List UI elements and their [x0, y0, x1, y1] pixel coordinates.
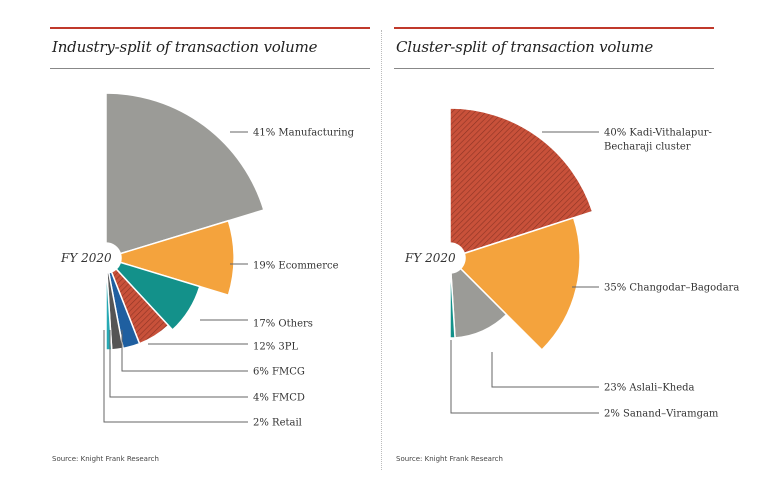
source-note: Source: Knight Frank Research — [52, 455, 159, 463]
source-note: Source: Knight Frank Research — [396, 455, 503, 463]
top-rule — [394, 27, 714, 29]
slice-label-2-sanand-viramgam: 2% Sanand–Viramgam — [604, 409, 719, 420]
leader-line — [103, 330, 248, 423]
panel-divider — [381, 30, 382, 470]
slice-label-19-ecommerce: 19% Ecommerce — [253, 261, 339, 272]
slice-label-6-fmcg: 6% FMCG — [253, 367, 305, 378]
slice-label-12-3pl: 12% 3PL — [253, 342, 298, 353]
cluster-split-panel: Cluster-split of transaction volume FY 2… — [394, 0, 739, 480]
leader-line — [450, 340, 599, 414]
center-hole — [435, 243, 465, 273]
center-hole — [91, 243, 121, 273]
leader-line — [121, 330, 248, 372]
slice-label-17-others: 17% Others — [253, 319, 313, 330]
pie-slice-41-manufacturing — [105, 92, 265, 255]
slice-label-40-kadi-vithalapur: 40% Kadi-Vithalapur-Becharaji cluster — [604, 128, 712, 153]
slice-label-4-fmcd: 4% FMCD — [253, 393, 305, 404]
top-rule — [50, 27, 370, 29]
slice-label-41-manufacturing: 41% Manufacturing — [253, 128, 355, 139]
center-label: FY 2020 — [404, 251, 456, 265]
slice-label-35-changodar-bagodara: 35% Changodar–Bagodara — [604, 283, 739, 294]
leader-line — [109, 330, 248, 398]
slice-label-23-aslali-kheda: 23% Aslali–Kheda — [604, 383, 695, 394]
chart-title: Cluster-split of transaction volume — [396, 38, 654, 56]
title-rule — [394, 68, 714, 69]
slice-label-2-retail: 2% Retail — [253, 418, 302, 429]
cluster-split-chart: FY 2020 40% Kadi-Vithalapur-Becharaji clu… — [404, 107, 739, 420]
center-label: FY 2020 — [60, 251, 112, 265]
title-rule — [50, 68, 370, 69]
chart-title: Industry-split of transaction volume — [52, 38, 318, 56]
industry-split-chart: FY 2020 41% Manufacturing 19% Ecommerce 17%… — [60, 92, 355, 429]
leader-line — [491, 352, 599, 388]
industry-split-panel: Industry-split of transaction volume FY … — [50, 0, 370, 480]
